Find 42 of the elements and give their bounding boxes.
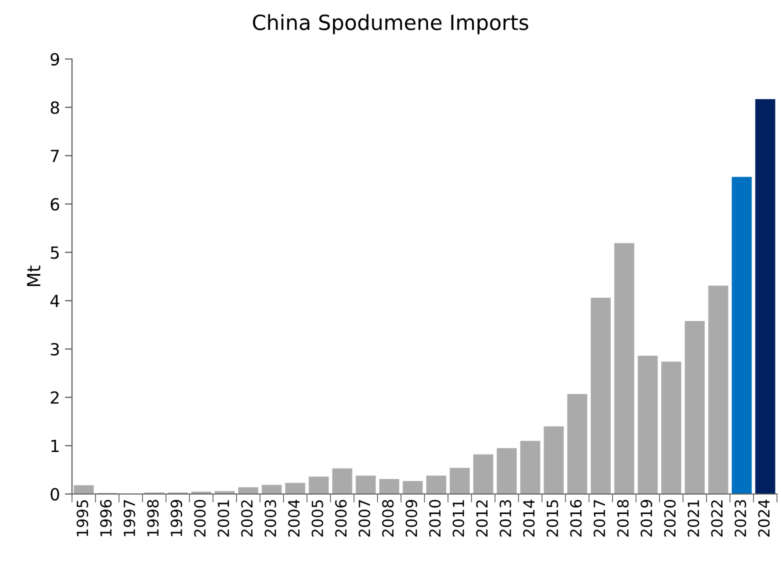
x-tick-label: 2013 — [500, 500, 512, 537]
y-tick-label: 6 — [50, 198, 60, 211]
x-tick-label: 2008 — [382, 500, 394, 537]
y-tick-label: 1 — [51, 440, 59, 452]
x-tick-label: 1998 — [147, 500, 159, 536]
x-tick-label: 2014 — [523, 500, 535, 537]
y-tick-label: 5 — [50, 246, 59, 259]
x-tick-label: 2010 — [429, 500, 441, 537]
x-tick-label: 2019 — [640, 500, 652, 537]
x-tick-label: 2021 — [688, 500, 700, 537]
x-tick-label: 2005 — [312, 500, 324, 537]
x-tick-label: 2024 — [758, 500, 770, 537]
x-tick-label: 2001 — [218, 500, 230, 537]
x-tick-label: 2020 — [664, 500, 676, 537]
y-tick-label: 2 — [50, 391, 59, 404]
x-tick-label: 2012 — [476, 500, 488, 537]
x-tick-label: 2002 — [241, 500, 253, 537]
x-tick-label: 2004 — [288, 500, 300, 537]
x-tick-label: 2015 — [546, 500, 558, 537]
x-tick-label: 2018 — [617, 500, 629, 537]
x-tick-label: 2016 — [570, 500, 582, 537]
y-tick-label: 3 — [50, 342, 59, 356]
y-tick-label: 8 — [50, 101, 60, 114]
x-tick-label: 2009 — [406, 500, 418, 537]
x-tick-label: 1999 — [170, 500, 182, 536]
x-tick-label: 1996 — [100, 500, 112, 536]
x-tick-label: 2023 — [734, 500, 746, 537]
x-tick-label: 2007 — [358, 500, 370, 537]
x-tick-label: 2006 — [335, 500, 347, 537]
y-axis-title: Mt — [27, 266, 40, 286]
x-tick-label: 2000 — [194, 500, 206, 537]
y-tick-label: 4 — [50, 294, 60, 307]
x-tick-label: 1997 — [124, 500, 136, 536]
chart-title: China Spodumene Imports — [252, 14, 528, 34]
x-tick-label: 2022 — [711, 500, 723, 537]
y-tick-label: 0 — [50, 488, 60, 501]
y-tick-label: 9 — [50, 52, 60, 66]
y-tick-label: 7 — [50, 150, 59, 162]
x-tick-label: 2017 — [594, 500, 606, 537]
x-tick-label: 2003 — [264, 500, 276, 537]
x-tick-label: 2011 — [452, 500, 464, 537]
x-tick-label: 1995 — [76, 500, 88, 536]
